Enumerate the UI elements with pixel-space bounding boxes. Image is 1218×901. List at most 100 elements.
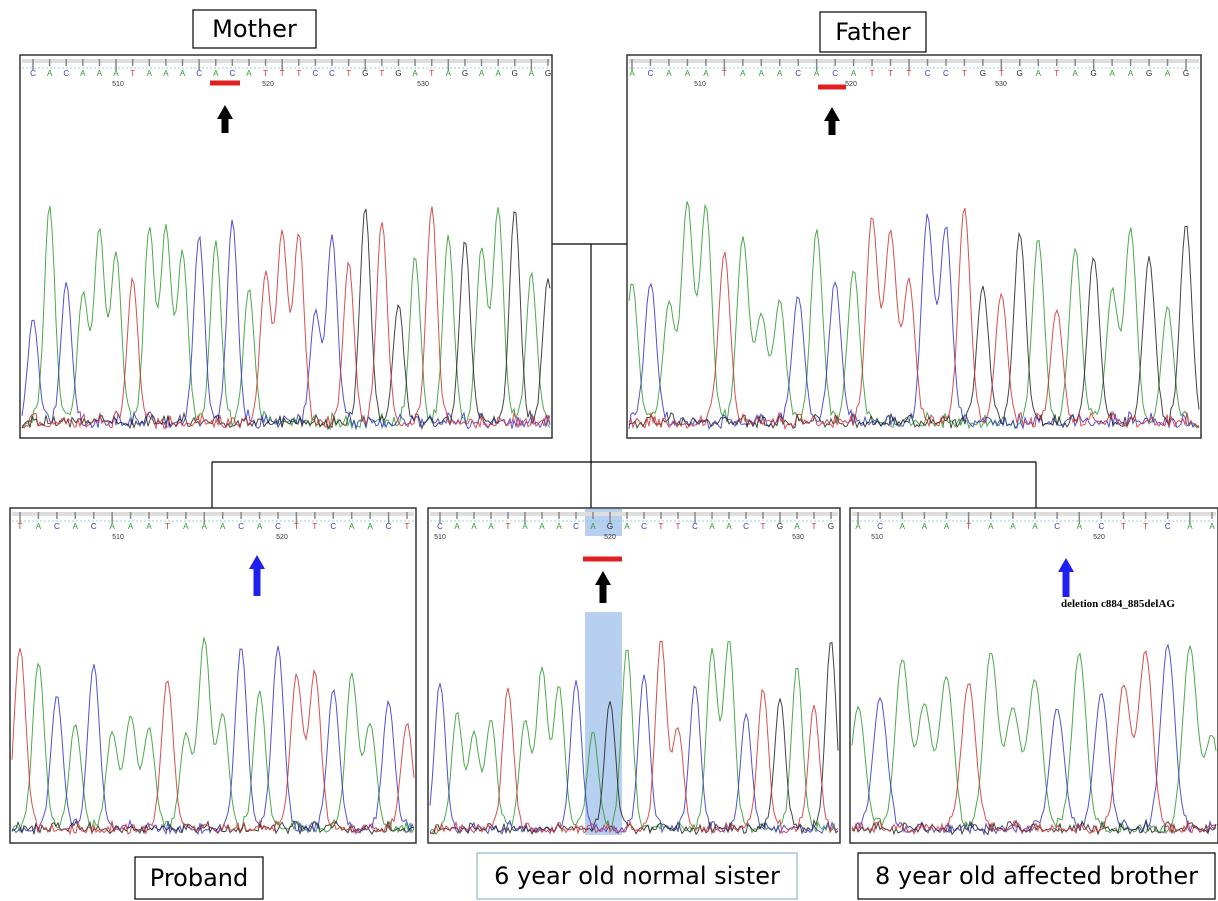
base-call: T: [1054, 69, 1059, 78]
base-call: C: [795, 69, 801, 78]
base-call: G: [545, 69, 551, 78]
base-call: A: [213, 69, 219, 78]
base-call: C: [63, 69, 69, 78]
panel-label: 6 year old normal sister: [494, 862, 780, 890]
position-label: 520: [604, 534, 616, 541]
scale-bar: [629, 59, 1199, 63]
base-call: A: [624, 522, 630, 531]
chromatogram-panel: C A C A A A T A A A C A C A T T T C C T G T G A T A G A A G A G 510 520 53…: [19, 9, 553, 439]
base-call: G: [828, 522, 834, 531]
chromatogram-panel: A C A A A T A A A C A C A T T T C C T G T G A T A G A A G A G 510 520 530…: [626, 11, 1202, 439]
base-call: A: [522, 522, 528, 531]
base-call: C: [437, 522, 443, 531]
base-call: A: [367, 522, 373, 531]
arrow: [1058, 558, 1074, 597]
base-call: A: [539, 522, 545, 531]
base-call: T: [1121, 522, 1126, 531]
base-call: T: [999, 69, 1004, 78]
chromatogram-panel: T A C A C A A A T A A A C A C T T C A A C T 510 520 Proband: [9, 507, 417, 900]
position-label: 510: [112, 534, 124, 541]
base-call: C: [91, 522, 97, 531]
label-box: [134, 856, 264, 900]
base-call: A: [479, 69, 485, 78]
trace: [628, 213, 1200, 430]
base-call: A: [590, 522, 596, 531]
base-call: G: [1146, 69, 1152, 78]
base-call: T: [263, 69, 268, 78]
base-call: A: [113, 69, 119, 78]
base-call: G: [512, 69, 518, 78]
base-call: A: [246, 69, 252, 78]
base-call: C: [1165, 522, 1171, 531]
trace: [21, 208, 551, 431]
base-call: T: [429, 69, 434, 78]
position-label: 520: [845, 81, 857, 88]
base-call: T: [962, 69, 967, 78]
trace: [628, 225, 1200, 430]
base-call: C: [30, 69, 36, 78]
base-call: A: [1209, 522, 1215, 531]
base-call: A: [1187, 522, 1193, 531]
label-box: [192, 9, 317, 49]
arrow: [595, 571, 611, 603]
position-label: 530: [417, 81, 429, 88]
base-call: A: [988, 522, 994, 531]
base-call: C: [1054, 522, 1060, 531]
scale-bar: [852, 512, 1216, 516]
panel-frame: [626, 54, 1202, 439]
base-call: A: [794, 522, 800, 531]
base-call: A: [1032, 522, 1038, 531]
base-call: A: [666, 69, 672, 78]
panel-label: Proband: [150, 864, 248, 892]
scale-bar: [12, 512, 414, 516]
base-call: C: [329, 69, 335, 78]
base-call: T: [870, 69, 875, 78]
trace: [429, 674, 839, 835]
base-call: A: [471, 522, 477, 531]
base-call: C: [692, 522, 698, 531]
position-label: 510: [434, 534, 446, 541]
base-call: A: [146, 522, 152, 531]
scale-bar: [430, 512, 838, 516]
base-call: A: [1128, 69, 1134, 78]
base-call: A: [556, 522, 562, 531]
pedigree-lines: [211, 243, 1037, 508]
base-call: A: [1073, 69, 1079, 78]
base-call: A: [1036, 69, 1042, 78]
panel-label: Mother: [212, 15, 297, 43]
base-call: T: [280, 69, 285, 78]
panel-label: Father: [835, 18, 911, 46]
base-call: T: [1143, 522, 1148, 531]
position-label: 520: [1093, 534, 1105, 541]
arrow: [217, 105, 233, 133]
base-call: T: [812, 522, 817, 531]
base-call: C: [832, 69, 838, 78]
annotation: deletion c884_885delAG: [1061, 598, 1175, 610]
base-call: G: [395, 69, 401, 78]
base-call: A: [777, 69, 783, 78]
trace: [429, 641, 839, 836]
base-call: G: [462, 69, 468, 78]
base-call: G: [1183, 69, 1189, 78]
base-call: T: [966, 522, 971, 531]
base-call: C: [313, 69, 319, 78]
base-call: A: [202, 522, 208, 531]
base-call: C: [54, 522, 60, 531]
chromatogram-panel: A C A A A T A A A C A C T T C A A 510 520 deletion c884_885…: [849, 507, 1218, 900]
base-call: A: [709, 522, 715, 531]
base-call: A: [855, 522, 861, 531]
trace: [628, 201, 1200, 430]
base-call: A: [922, 522, 928, 531]
base-call: A: [944, 522, 950, 531]
base-call: A: [495, 69, 501, 78]
base-call: G: [1091, 69, 1097, 78]
base-call: C: [573, 522, 579, 531]
base-call: C: [925, 69, 931, 78]
base-call: C: [196, 69, 202, 78]
base-call: A: [814, 69, 820, 78]
highlight: [585, 612, 622, 835]
base-call: A: [147, 69, 153, 78]
base-call: A: [73, 522, 79, 531]
base-call: T: [296, 69, 301, 78]
base-call: A: [1010, 522, 1016, 531]
